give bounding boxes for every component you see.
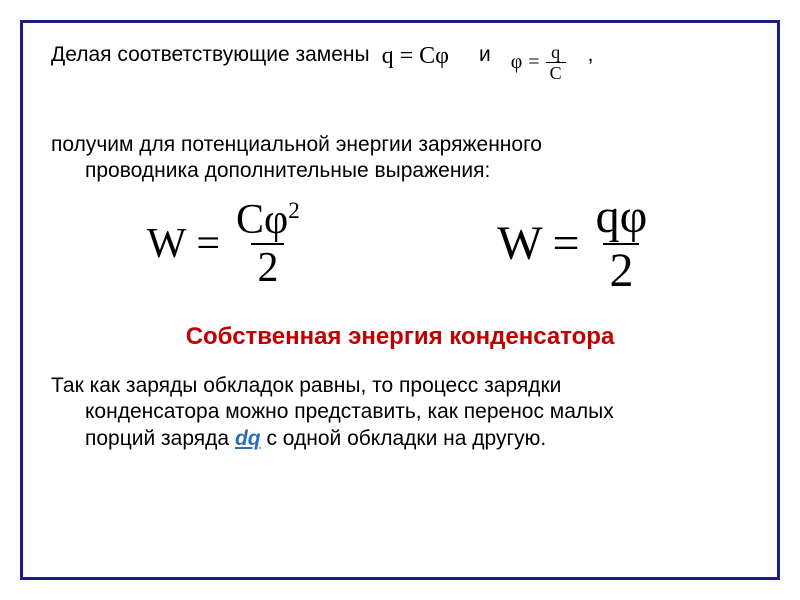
f2-num: qφ [590, 193, 654, 243]
f1-num: Cφ2 [230, 199, 306, 243]
eq2-den: C [546, 62, 566, 82]
para-line2: проводника дополнительные выражения: [51, 158, 749, 184]
f2-eq: = [553, 216, 580, 271]
para2-line3: порций заряда dq с одной обкладки на дру… [51, 426, 749, 453]
f1-eq: = [196, 220, 220, 268]
dq-symbol: dq [235, 427, 261, 450]
intro-row: Делая соответствующие замены q = Cφ и φ … [51, 43, 749, 82]
formula-w-qphi-over-2: W = qφ 2 [497, 193, 653, 295]
f2-lhs: W [497, 216, 542, 271]
para2-line2: конденсатора можно представить, как пере… [51, 399, 749, 426]
f1-fraction: Cφ2 2 [230, 199, 306, 289]
eq1-rhs: Cφ [419, 43, 449, 69]
paragraph-charging: Так как заряды обкладок равны, то процес… [51, 373, 749, 454]
equation-q-eq-cphi: q = Cφ [382, 43, 449, 70]
f1-den: 2 [251, 243, 284, 289]
comma: , [588, 43, 594, 67]
eq2-fraction: q C [546, 43, 566, 82]
formula-w-cphi2-over-2: W = Cφ2 2 [147, 199, 306, 289]
eq2-num: q [547, 43, 564, 62]
eq1-eq: = [394, 43, 420, 69]
eq2-eq: = [528, 51, 539, 74]
and-text: и [479, 43, 491, 67]
f1-lhs: W [147, 220, 187, 268]
para2-line3a: порций заряда [85, 427, 235, 450]
slide-frame: Делая соответствующие замены q = Cφ и φ … [20, 20, 780, 580]
eq1-lhs: q [382, 43, 394, 69]
intro-text: Делая соответствующие замены [51, 43, 370, 67]
para2-line3b: с одной обкладки на другую. [261, 427, 547, 450]
f2-fraction: qφ 2 [590, 193, 654, 295]
formulas-row: W = Cφ2 2 W = qφ 2 [51, 193, 749, 295]
f2-den: 2 [603, 243, 639, 295]
para-line1: получим для потенциальной энергии заряже… [51, 133, 542, 156]
eq2-lhs: φ [511, 51, 523, 74]
equation-phi-eq-q-over-c: φ = q C [511, 43, 566, 82]
section-heading: Собственная энергия конденсатора [51, 323, 749, 351]
paragraph-expressions: получим для потенциальной энергии заряже… [51, 132, 749, 185]
para2-line1: Так как заряды обкладок равны, то процес… [51, 373, 749, 400]
